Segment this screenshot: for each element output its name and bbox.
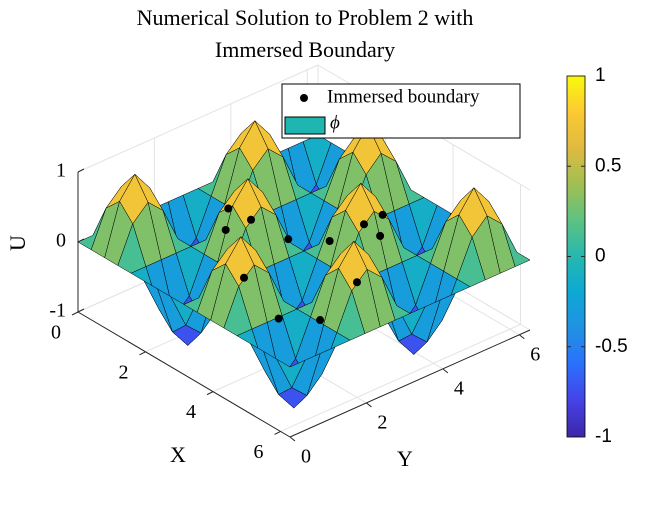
boundary-point	[360, 220, 368, 229]
boundary-point	[274, 314, 283, 323]
z-tick-label: -1	[49, 300, 66, 322]
x-tick-label: 4	[186, 401, 196, 423]
y-tick	[442, 368, 449, 374]
boundary-point	[284, 235, 293, 244]
x-tick-label: 0	[51, 322, 61, 344]
z-tick-label: 1	[56, 160, 66, 182]
y-tick	[518, 334, 525, 340]
surface-patch	[276, 358, 306, 388]
z-tick-label: 0	[56, 230, 66, 252]
boundary-point	[247, 215, 255, 224]
z-axis-label: U	[5, 235, 30, 251]
boundary-point	[224, 204, 233, 213]
chart-title: Immersed Boundary	[215, 37, 395, 62]
boundary-points	[221, 204, 387, 325]
surface	[77, 120, 531, 409]
x-tick	[274, 430, 281, 435]
colorbar: -1 -0.5 0 0.5 1	[566, 65, 628, 447]
grid-line	[280, 323, 521, 432]
x-tick	[206, 391, 214, 396]
colorbar-tick-label: 0.5	[595, 155, 621, 176]
boundary-point	[353, 278, 361, 287]
boundary-point	[325, 237, 334, 246]
colorbar-tick-label: 1	[595, 65, 606, 86]
legend-marker	[300, 94, 308, 102]
y-axis	[289, 329, 531, 438]
chart-title: Numerical Solution to Problem 2 with	[137, 5, 474, 30]
x-axis-label: X	[170, 442, 186, 467]
y-tick-label: 4	[454, 377, 464, 399]
z-tick	[77, 168, 85, 173]
y-tick	[289, 436, 296, 442]
x-tick-label: 2	[119, 361, 129, 383]
boundary-point	[316, 316, 325, 325]
legend-marker	[284, 116, 326, 135]
colorbar-tick-label: -1	[595, 426, 612, 447]
legend-label: ϕ	[330, 112, 340, 133]
y-tick	[366, 402, 372, 408]
boundary-point	[221, 225, 230, 234]
legend-label: Immersed boundary	[327, 86, 480, 107]
x-tick	[139, 351, 146, 356]
x-tick	[71, 311, 79, 316]
y-tick-label: 6	[530, 343, 540, 365]
x-axis	[77, 311, 291, 438]
boundary-point	[376, 231, 385, 240]
legend: Immersed boundary ϕ	[281, 83, 521, 139]
z-tick	[77, 308, 85, 313]
boundary-point	[240, 273, 248, 282]
boundary-point	[378, 210, 387, 219]
y-tick-label: 2	[377, 412, 387, 434]
y-axis-label: Y	[397, 446, 413, 471]
x-tick-label: 6	[254, 441, 264, 463]
colorbar-tick-label: 0	[595, 246, 606, 267]
grid-line	[77, 64, 319, 173]
colorbar-tick-label: -0.5	[595, 336, 628, 357]
y-tick-label: 0	[301, 446, 311, 468]
